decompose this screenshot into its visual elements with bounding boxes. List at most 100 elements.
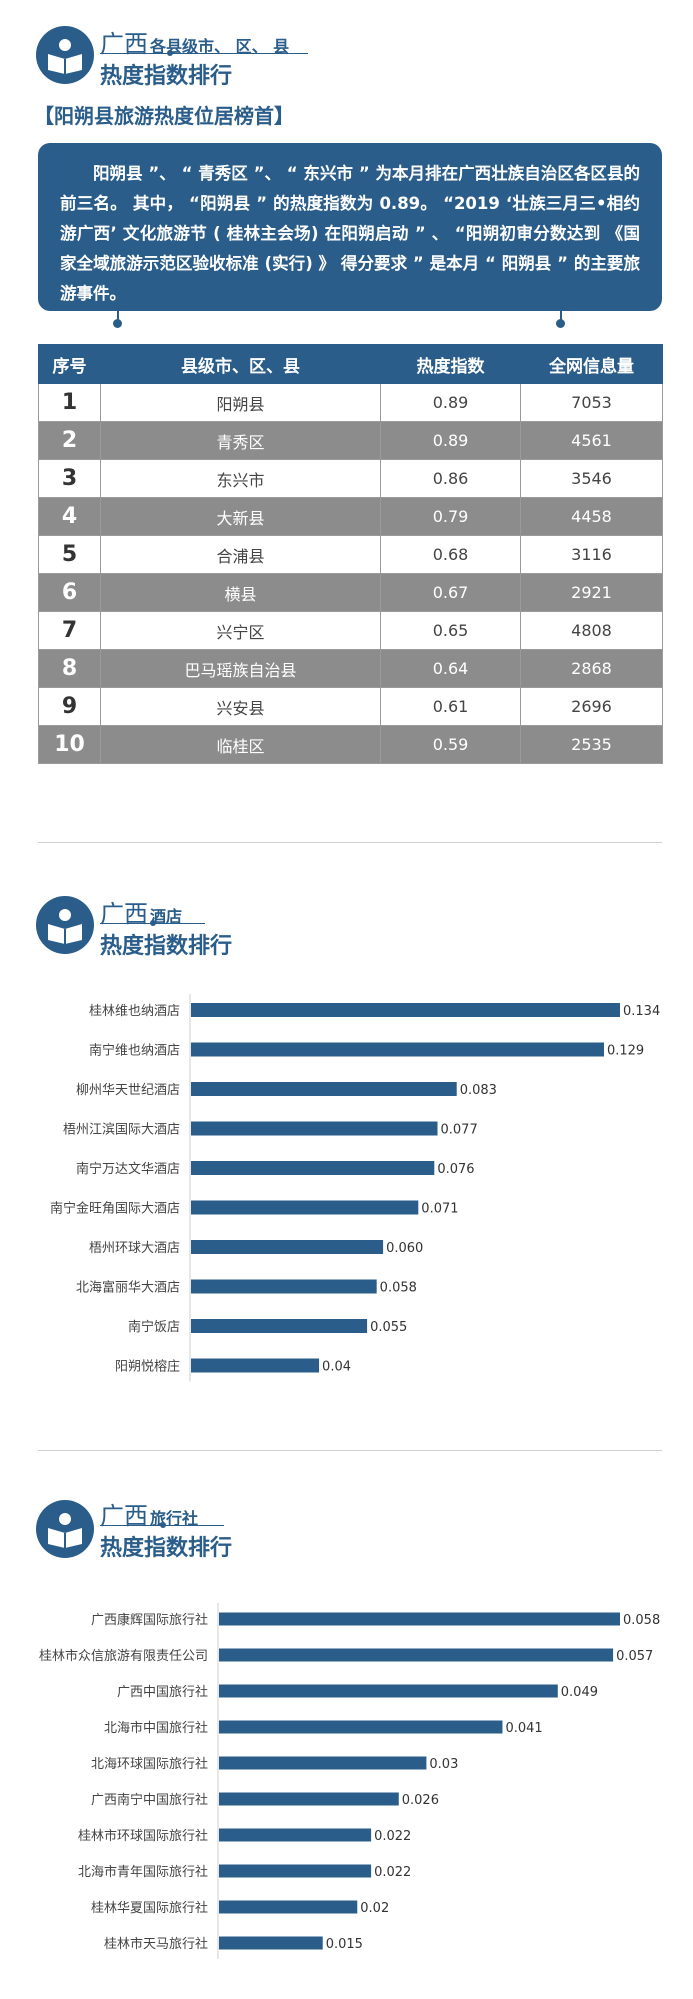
- info-cell: 3116: [520, 535, 663, 574]
- value-label: 0.04: [322, 1360, 351, 1375]
- value-label: 0.083: [460, 1083, 497, 1098]
- category-label: 阳朔悦榕庄: [115, 1359, 180, 1375]
- heat-cell: 0.67: [380, 573, 521, 612]
- book-logo-icon: [36, 1500, 94, 1558]
- table-header-row: 序号 县级市、区、县 热度指数 全网信息量: [38, 344, 663, 384]
- section-divider: [38, 842, 662, 843]
- bar: [219, 1900, 358, 1914]
- section-divider: [38, 1450, 662, 1451]
- value-label: 0.049: [561, 1685, 598, 1700]
- value-label: 0.02: [360, 1901, 389, 1916]
- table-row: 8 巴马瑶族自治县 0.64 2868: [38, 649, 663, 688]
- category-label: 桂林市环球国际旅行社: [78, 1828, 208, 1844]
- category-label: 南宁饭店: [128, 1319, 180, 1335]
- category-label: 北海富丽华大酒店: [76, 1280, 180, 1296]
- callout-pin-left: [117, 311, 119, 323]
- value-label: 0.071: [421, 1202, 458, 1217]
- info-cell: 2535: [520, 725, 663, 764]
- category-label: 桂林华夏国际旅行社: [91, 1900, 208, 1916]
- value-label: 0.055: [370, 1320, 407, 1335]
- header-category: 各县级市、 区、 县: [150, 37, 290, 56]
- rank-cell: 5: [38, 535, 101, 574]
- heat-cell: 0.86: [380, 459, 521, 498]
- category-label: 桂林市众信旅游有限责任公司: [39, 1648, 208, 1664]
- info-cell: 3546: [520, 459, 663, 498]
- table-row: 5 合浦县 0.68 3116: [38, 535, 663, 574]
- name-cell: 大新县: [100, 497, 381, 536]
- rank-cell: 2: [38, 421, 101, 460]
- table-row: 9 兴安县 0.61 2696: [38, 687, 663, 726]
- header-category: 酒店: [150, 907, 183, 926]
- column-header-info: 全网信息量: [520, 344, 663, 384]
- rank-cell: 7: [38, 611, 101, 650]
- name-cell: 青秀区: [100, 421, 381, 460]
- bar: [191, 1042, 604, 1057]
- category-label: 南宁维也纳酒店: [89, 1043, 180, 1059]
- section1-subtitle: 【阳朔县旅游热度位居榜首】: [34, 104, 294, 128]
- rank-cell: 4: [38, 497, 101, 536]
- bar: [191, 1121, 438, 1136]
- info-cell: 4561: [520, 421, 663, 460]
- category-label: 梧州环球大酒店: [89, 1241, 180, 1256]
- heat-cell: 0.68: [380, 535, 521, 574]
- value-label: 0.134: [623, 1004, 660, 1019]
- bar: [219, 1792, 399, 1806]
- category-label: 桂林市天马旅行社: [104, 1936, 208, 1952]
- name-cell: 合浦县: [100, 535, 381, 574]
- rank-cell: 9: [38, 687, 101, 726]
- value-label: 0.129: [607, 1044, 644, 1059]
- category-label: 广西中国旅行社: [117, 1684, 208, 1700]
- callout-pin-left-dot: [113, 319, 122, 328]
- heat-cell: 0.61: [380, 687, 521, 726]
- header-underline-dot: [150, 920, 156, 926]
- name-cell: 横县: [100, 573, 381, 612]
- category-label: 北海市青年国际旅行社: [78, 1864, 208, 1880]
- heat-cell: 0.65: [380, 611, 521, 650]
- rank-cell: 3: [38, 459, 101, 498]
- rank-cell: 10: [38, 725, 101, 764]
- bar: [191, 1161, 435, 1175]
- column-header-name: 县级市、区、县: [100, 344, 381, 384]
- name-cell: 兴安县: [100, 687, 381, 726]
- bar: [191, 1319, 368, 1333]
- bar: [191, 1003, 620, 1017]
- value-label: 0.076: [437, 1162, 474, 1177]
- bar: [219, 1684, 558, 1698]
- table-row: 7 兴宁区 0.65 4808: [38, 611, 663, 650]
- bar: [219, 1648, 614, 1662]
- bar: [219, 1612, 620, 1626]
- section3-header-main: 热度指数排行: [100, 1536, 233, 1561]
- section2-header-main: 热度指数排行: [100, 934, 233, 959]
- agency-heat-chart: 广西康辉国际旅行社 0.058 桂林市众信旅游有限责任公司 0.057 广西中国旅行社 0…: [39, 1603, 660, 1959]
- section1-header-main: 热度指数排行: [100, 64, 233, 89]
- bar: [219, 1828, 372, 1842]
- info-cell: 2921: [520, 573, 663, 612]
- header-underline-dot: [160, 1522, 166, 1528]
- category-label: 广西南宁中国旅行社: [91, 1792, 208, 1808]
- category-label: 桂林维也纳酒店: [89, 1004, 180, 1019]
- header-underline-dot: [167, 50, 173, 56]
- column-header-heat: 热度指数: [380, 344, 521, 384]
- bar: [191, 1240, 384, 1254]
- category-label: 北海市中国旅行社: [104, 1720, 208, 1736]
- value-label: 0.03: [429, 1757, 458, 1772]
- value-label: 0.026: [402, 1793, 439, 1808]
- bar: [191, 1279, 377, 1294]
- rank-cell: 1: [38, 383, 101, 422]
- rank-cell: 8: [38, 649, 101, 688]
- name-cell: 巴马瑶族自治县: [100, 649, 381, 688]
- value-label: 0.041: [505, 1721, 542, 1736]
- category-label: 柳州华天世纪酒店: [76, 1083, 180, 1098]
- table-row: 10 临桂区 0.59 2535: [38, 725, 663, 764]
- summary-callout: 阳朔县 ”、 “ 青秀区 ”、 “ 东兴市 ” 为本月排在广西壮族自治区各区县的…: [38, 143, 662, 311]
- value-label: 0.022: [374, 1829, 411, 1844]
- value-label: 0.058: [380, 1281, 417, 1296]
- hotel-heat-chart: 桂林维也纳酒店 0.134 南宁维也纳酒店 0.129 柳州华天世纪酒店 0.083 梧州江…: [50, 994, 660, 1382]
- table-row: 4 大新县 0.79 4458: [38, 497, 663, 536]
- name-cell: 兴宁区: [100, 611, 381, 650]
- info-cell: 7053: [520, 383, 663, 422]
- info-cell: 4458: [520, 497, 663, 536]
- value-label: 0.015: [326, 1937, 363, 1952]
- heat-cell: 0.89: [380, 421, 521, 460]
- header-underline: [100, 53, 308, 54]
